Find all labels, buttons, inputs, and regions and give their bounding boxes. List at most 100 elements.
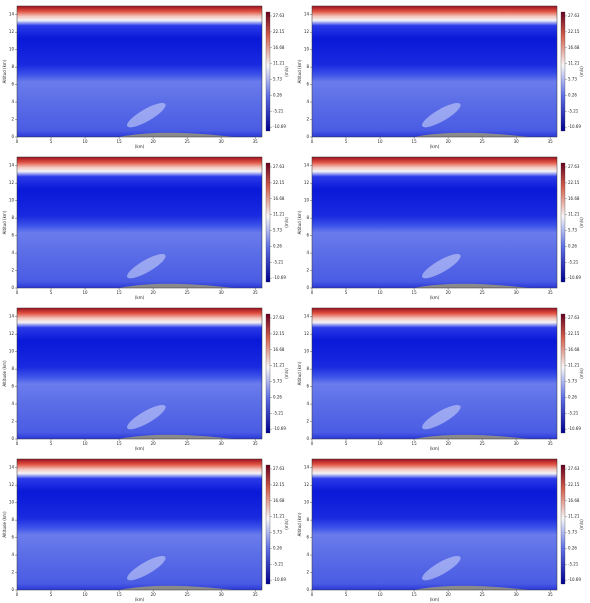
x-tick-label: 15 (117, 290, 123, 295)
y-tick-label: 6 (306, 384, 309, 389)
y-tick-label: 8 (306, 366, 309, 371)
y-tick-label: 10 (9, 349, 15, 354)
colorbar-label: (m/s) (579, 217, 584, 228)
y-tick-label: 14 (304, 314, 310, 319)
plot-frame (16, 5, 263, 138)
colorbar-tick-label: 16.68 (568, 347, 580, 352)
x-tick-label: 15 (412, 139, 418, 144)
y-tick-label: 8 (11, 64, 14, 69)
colorbar-tick-label: 0.26 (273, 545, 282, 550)
plume (422, 254, 461, 279)
y-tick-label: 10 (304, 198, 310, 203)
colorbar-tick-label: 5.73 (568, 228, 577, 233)
x-tick-label: 25 (480, 592, 486, 597)
y-tick-label: 8 (306, 517, 309, 522)
y-tick-label: 4 (306, 552, 309, 557)
colorbar-tick-label: 11.21 (568, 212, 580, 217)
colorbar-tick-label: 16.68 (273, 498, 285, 503)
colorbar-tick-label: 11.21 (568, 61, 580, 66)
y-tick-label: 2 (11, 117, 14, 122)
y-tick-label: 0 (11, 285, 14, 290)
x-tick-label: 25 (185, 441, 191, 446)
y-tick-label: 0 (11, 436, 14, 441)
colorbar-tick-label: 5.73 (273, 77, 282, 82)
terrain (119, 132, 235, 137)
y-tick-label: 4 (11, 99, 14, 104)
plot-frame (311, 458, 558, 591)
x-tick-label: 15 (412, 290, 418, 295)
x-tick-label: 15 (412, 592, 418, 597)
colorbar-tick-label: -10.69 (273, 426, 286, 431)
y-axis-label: Altitud (km) (2, 210, 7, 234)
terrain (414, 132, 530, 137)
y-tick-label: 4 (306, 99, 309, 104)
colorbar (265, 313, 271, 434)
plume (127, 254, 166, 279)
x-tick-label: 20 (151, 139, 157, 144)
y-tick-label: 0 (306, 134, 309, 139)
x-tick-label: 5 (345, 592, 348, 597)
colorbar (560, 313, 566, 434)
colorbar-tick-label: 16.68 (273, 45, 285, 50)
x-tick-label: 30 (219, 592, 225, 597)
colorbar-tick-label: -5.21 (568, 259, 579, 264)
y-tick-label: 10 (9, 198, 15, 203)
colorbar-tick-label: 11.21 (273, 363, 285, 368)
colorbar-label: (m/s) (284, 368, 289, 379)
plot-frame (311, 5, 558, 138)
y-tick-label: 10 (304, 47, 310, 52)
y-tick-label: 6 (11, 82, 14, 87)
y-tick-label: 4 (11, 401, 14, 406)
x-axis-label: (km) (135, 295, 145, 300)
x-tick-label: 10 (83, 290, 89, 295)
x-tick-label: 35 (548, 441, 554, 446)
y-tick-label: 14 (304, 465, 310, 470)
colorbar-tick-label: 0.26 (273, 92, 282, 97)
y-tick-label: 6 (11, 535, 14, 540)
colorbar-tick-label: -5.21 (273, 410, 284, 415)
plume (422, 405, 461, 430)
plume (127, 556, 166, 581)
y-tick-label: 8 (11, 517, 14, 522)
colorbar-tick-label: 22.15 (273, 180, 285, 185)
x-tick-label: 0 (311, 592, 314, 597)
colorbar-tick-label: -5.21 (568, 108, 579, 113)
plume (422, 556, 461, 581)
y-tick-label: 0 (11, 134, 14, 139)
colorbar-tick-label: -10.69 (568, 275, 581, 280)
y-tick-label: 10 (9, 500, 15, 505)
colorbar-tick-label: 27.63 (568, 466, 580, 471)
colorbar-tick-label: 5.73 (568, 77, 577, 82)
x-tick-label: 0 (16, 441, 19, 446)
x-tick-label: 15 (117, 592, 123, 597)
y-axis-label: Altitud (km) (297, 59, 302, 83)
x-axis-label: (km) (135, 597, 145, 602)
x-tick-label: 0 (311, 441, 314, 446)
colorbar-label: (m/s) (284, 66, 289, 77)
x-tick-label: 25 (480, 139, 486, 144)
x-tick-label: 20 (446, 139, 452, 144)
y-tick-label: 6 (306, 535, 309, 540)
colorbar-tick-label: 16.68 (568, 196, 580, 201)
y-tick-label: 8 (306, 64, 309, 69)
colorbar (265, 162, 271, 283)
y-tick-label: 2 (306, 419, 309, 424)
colorbar-label: (m/s) (579, 368, 584, 379)
x-tick-label: 25 (480, 290, 486, 295)
plot-frame (16, 458, 263, 591)
y-tick-label: 0 (306, 285, 309, 290)
x-tick-label: 20 (151, 441, 157, 446)
colorbar-tick-label: -10.69 (273, 124, 286, 129)
y-tick-label: 2 (306, 117, 309, 122)
colorbar-tick-label: 11.21 (568, 514, 580, 519)
y-tick-label: 10 (304, 500, 310, 505)
x-tick-label: 5 (345, 290, 348, 295)
y-tick-label: 6 (306, 82, 309, 87)
y-tick-label: 12 (9, 331, 15, 336)
plot-frame (311, 307, 558, 440)
terrain (414, 434, 530, 439)
x-tick-label: 20 (446, 441, 452, 446)
x-tick-label: 35 (253, 592, 259, 597)
x-tick-label: 30 (219, 441, 225, 446)
colorbar-tick-label: 0.26 (273, 394, 282, 399)
